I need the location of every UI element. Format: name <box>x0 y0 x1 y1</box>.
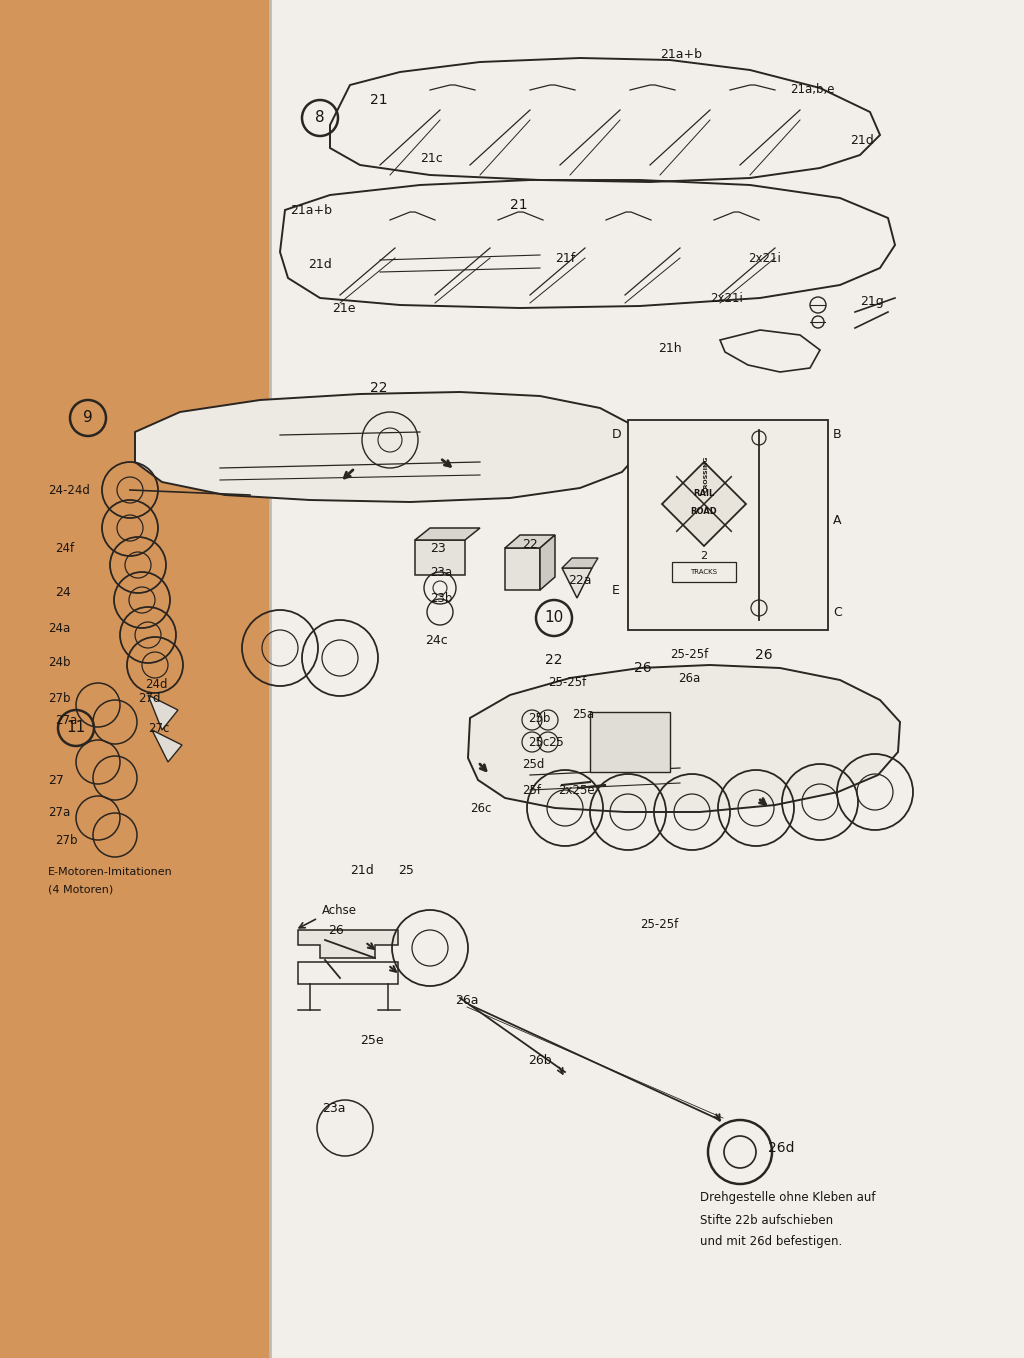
Polygon shape <box>562 558 598 568</box>
Text: 27b: 27b <box>55 834 78 846</box>
Polygon shape <box>298 930 398 957</box>
Text: TRACKS: TRACKS <box>690 569 718 574</box>
Text: 2x25e: 2x25e <box>558 784 595 797</box>
Text: E: E <box>612 584 620 596</box>
Text: 10: 10 <box>545 611 563 626</box>
Text: 25-25f: 25-25f <box>670 649 709 661</box>
Bar <box>628 420 828 630</box>
Text: 21a+b: 21a+b <box>290 204 332 216</box>
Text: 25d: 25d <box>522 759 545 771</box>
Polygon shape <box>415 540 465 574</box>
Bar <box>298 961 398 985</box>
Text: ROAD: ROAD <box>690 508 718 516</box>
Text: 24f: 24f <box>55 542 74 554</box>
Polygon shape <box>270 0 1024 1358</box>
Text: 24d: 24d <box>145 679 168 691</box>
Text: 25b: 25b <box>528 712 550 725</box>
Text: 23: 23 <box>430 542 445 554</box>
Text: 25-25f: 25-25f <box>548 675 587 689</box>
Polygon shape <box>662 462 746 546</box>
Text: A: A <box>833 515 842 527</box>
Text: 24-24d: 24-24d <box>48 483 90 497</box>
Text: 26c: 26c <box>470 801 492 815</box>
Text: 2x21i: 2x21i <box>748 251 781 265</box>
Text: 21a+b: 21a+b <box>660 49 702 61</box>
Text: 23a: 23a <box>322 1101 345 1115</box>
Text: 26: 26 <box>755 648 773 661</box>
Text: 25e: 25e <box>360 1033 384 1047</box>
Text: 24c: 24c <box>425 633 447 646</box>
Polygon shape <box>415 528 480 540</box>
Text: 26b: 26b <box>528 1054 552 1066</box>
Text: 21a,b,e: 21a,b,e <box>790 83 835 96</box>
Polygon shape <box>148 695 178 731</box>
Text: 21d: 21d <box>350 864 374 876</box>
Text: 21d: 21d <box>308 258 332 272</box>
Polygon shape <box>562 568 592 598</box>
Text: 9: 9 <box>83 410 93 425</box>
Text: 24: 24 <box>55 585 71 599</box>
Text: Achse: Achse <box>322 903 357 917</box>
Text: 21e: 21e <box>332 301 355 315</box>
Text: 22: 22 <box>370 382 387 395</box>
Text: 24b: 24b <box>48 656 71 668</box>
Text: 22: 22 <box>522 539 538 551</box>
Text: 26: 26 <box>634 661 651 675</box>
Text: 25c: 25c <box>528 736 549 748</box>
Text: 25-25f: 25-25f <box>640 918 678 932</box>
Text: und mit 26d befestigen.: und mit 26d befestigen. <box>700 1236 843 1248</box>
Text: CROSSING: CROSSING <box>703 456 709 492</box>
Text: 21g: 21g <box>860 296 884 308</box>
Text: 22: 22 <box>545 653 562 667</box>
Polygon shape <box>135 392 640 502</box>
Polygon shape <box>468 665 900 812</box>
Text: C: C <box>833 606 842 618</box>
Text: 21f: 21f <box>555 251 575 265</box>
Text: 21: 21 <box>510 198 527 212</box>
Text: 27a: 27a <box>55 713 77 727</box>
Text: 23a: 23a <box>430 565 453 579</box>
Bar <box>672 562 736 583</box>
Text: 25: 25 <box>398 864 414 876</box>
Polygon shape <box>540 535 555 589</box>
Text: 11: 11 <box>67 721 86 736</box>
Text: 24a: 24a <box>48 622 71 634</box>
Text: 21d: 21d <box>850 133 873 147</box>
Text: 27b: 27b <box>48 691 71 705</box>
Text: 21c: 21c <box>420 152 442 164</box>
Text: 22a: 22a <box>568 573 592 587</box>
Text: E-Motoren-Imitationen: E-Motoren-Imitationen <box>48 866 173 877</box>
Text: 27d: 27d <box>138 691 161 705</box>
Text: Drehgestelle ohne Kleben auf: Drehgestelle ohne Kleben auf <box>700 1191 876 1205</box>
Text: 27c: 27c <box>148 721 169 735</box>
Text: 26a: 26a <box>455 994 478 1006</box>
Polygon shape <box>0 0 270 1358</box>
Text: 25a: 25a <box>572 709 594 721</box>
Text: Stifte 22b aufschieben: Stifte 22b aufschieben <box>700 1214 834 1226</box>
Text: 23b: 23b <box>430 592 453 604</box>
Text: 27: 27 <box>48 774 63 786</box>
Text: 8: 8 <box>315 110 325 125</box>
Text: 26d: 26d <box>768 1141 795 1156</box>
Text: (4 Motoren): (4 Motoren) <box>48 885 114 895</box>
Text: 27a: 27a <box>48 805 71 819</box>
Text: 26: 26 <box>328 923 344 937</box>
Text: 25: 25 <box>548 736 564 748</box>
Text: 2x21i: 2x21i <box>710 292 742 304</box>
Text: 25f: 25f <box>522 784 541 797</box>
Text: 21: 21 <box>370 92 388 107</box>
Polygon shape <box>505 549 540 589</box>
Text: D: D <box>612 429 622 441</box>
Polygon shape <box>152 731 182 762</box>
Bar <box>590 712 670 771</box>
Text: RAIL: RAIL <box>693 489 715 498</box>
Text: 2: 2 <box>700 551 708 561</box>
Text: 21h: 21h <box>658 341 682 354</box>
Polygon shape <box>505 535 555 549</box>
Text: 26a: 26a <box>678 671 700 684</box>
Text: B: B <box>833 429 842 441</box>
